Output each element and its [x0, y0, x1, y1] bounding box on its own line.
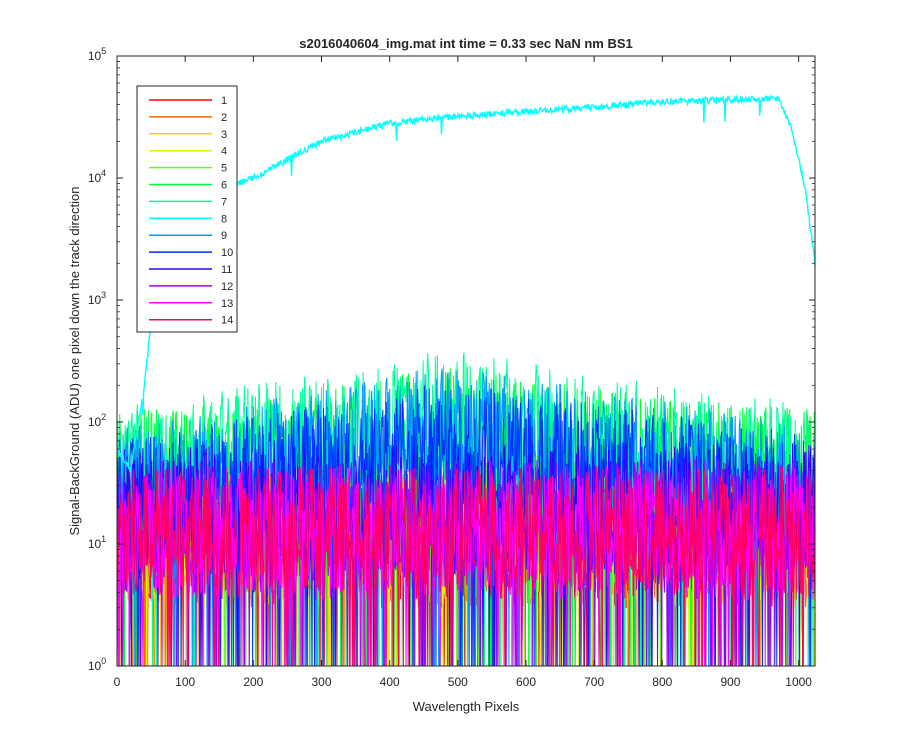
legend-label-9: 9 [221, 230, 227, 242]
y-tick-label: 103 [88, 290, 106, 307]
legend-label-4: 4 [221, 146, 227, 158]
y-axis-label: Signal-BackGround (ADU) one pixel down t… [67, 186, 82, 535]
x-tick-label: 300 [311, 675, 331, 689]
x-axis-label: Wavelength Pixels [413, 699, 520, 714]
y-tick-label: 104 [88, 168, 106, 185]
legend-label-14: 14 [221, 315, 233, 327]
x-tick-label: 700 [584, 675, 604, 689]
chart-title: s2016040604_img.mat int time = 0.33 sec … [299, 36, 633, 51]
legend-label-13: 13 [221, 298, 233, 310]
plot-frame [116, 55, 816, 667]
x-tick-label: 0 [114, 675, 121, 689]
y-tick-label: 102 [88, 412, 106, 429]
series-layer [117, 94, 815, 666]
x-axis: 0 100 200 300 400 500 600 700 800 900 1000 [114, 56, 812, 689]
legend-label-12: 12 [221, 281, 233, 293]
series-line-14 [117, 466, 815, 666]
legend-label-6: 6 [221, 180, 227, 192]
y-tick-label: 105 [88, 46, 106, 63]
x-tick-label: 900 [720, 675, 740, 689]
legend-label-5: 5 [221, 163, 227, 175]
x-tick-label: 800 [652, 675, 672, 689]
legend-label-1: 1 [221, 95, 227, 107]
legend-label-7: 7 [221, 196, 227, 208]
x-tick-label: 400 [380, 675, 400, 689]
x-tick-label: 500 [448, 675, 468, 689]
y-tick-label: 101 [88, 534, 106, 551]
legend-label-11: 11 [221, 264, 232, 276]
legend-label-3: 3 [221, 129, 227, 141]
y-tick-label: 100 [88, 656, 106, 673]
legend-label-8: 8 [221, 213, 227, 225]
legend-box [136, 85, 238, 333]
legend-label-2: 2 [221, 112, 227, 124]
x-tick-label: 600 [516, 675, 536, 689]
legend-label-10: 10 [221, 247, 233, 259]
x-tick-label: 200 [243, 675, 263, 689]
x-tick-label: 100 [175, 675, 195, 689]
x-tick-label: 1000 [785, 675, 812, 689]
